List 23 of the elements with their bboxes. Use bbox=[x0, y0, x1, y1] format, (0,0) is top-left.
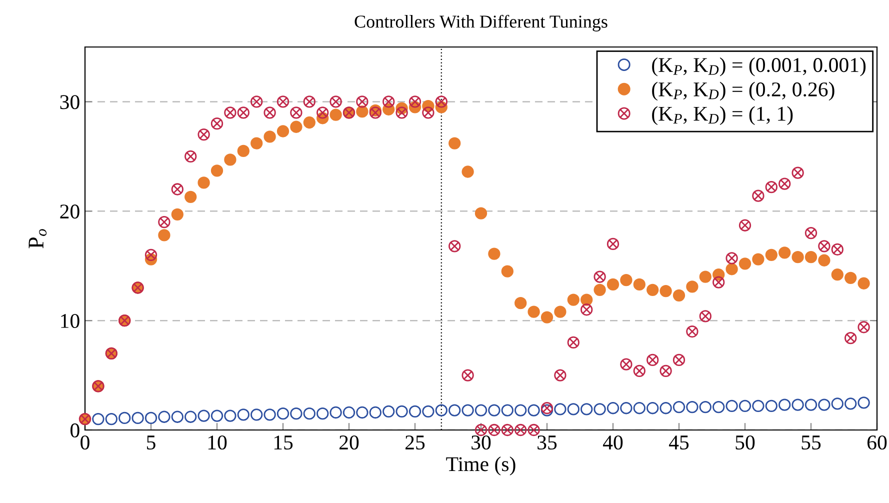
x-tick-label: 40 bbox=[602, 435, 623, 450]
y-tick-label: 0 bbox=[70, 423, 80, 438]
x-tick-label: 50 bbox=[736, 435, 755, 450]
x-tick-label: 30 bbox=[472, 435, 491, 450]
x-tick-label: 10 bbox=[208, 435, 227, 450]
x-tick-label: 60 bbox=[867, 435, 887, 450]
x-tick-label: 5 bbox=[147, 436, 156, 450]
x-tick-label: 0 bbox=[80, 435, 90, 450]
x-tick-label: 55 bbox=[802, 436, 821, 450]
y-tick-label: 20 bbox=[60, 204, 80, 219]
x-tick-label: 20 bbox=[340, 435, 359, 450]
x-axis-title: Time (s) bbox=[446, 456, 516, 476]
y-tick-label: 10 bbox=[61, 314, 80, 328]
legend-label: (K$_{P}$, K$_{D}$) = (0.2, 0.26) bbox=[652, 82, 834, 101]
y-axis-title: P$_{o}$ bbox=[28, 229, 47, 248]
legend-label: (K$_{P}$, K$_{D}$) = (0.001, 0.001) bbox=[652, 57, 866, 76]
chart-title: Controllers With Different Tunings bbox=[354, 14, 608, 32]
x-tick-label: 25 bbox=[406, 436, 425, 450]
x-tick-label: 35 bbox=[538, 436, 557, 450]
y-tick-label: 30 bbox=[60, 95, 80, 110]
x-tick-label: 45 bbox=[668, 436, 689, 450]
legend-label: (K$_{P}$, K$_{D}$) = (1, 1) bbox=[652, 106, 793, 126]
x-tick-label: 15 bbox=[274, 436, 293, 450]
